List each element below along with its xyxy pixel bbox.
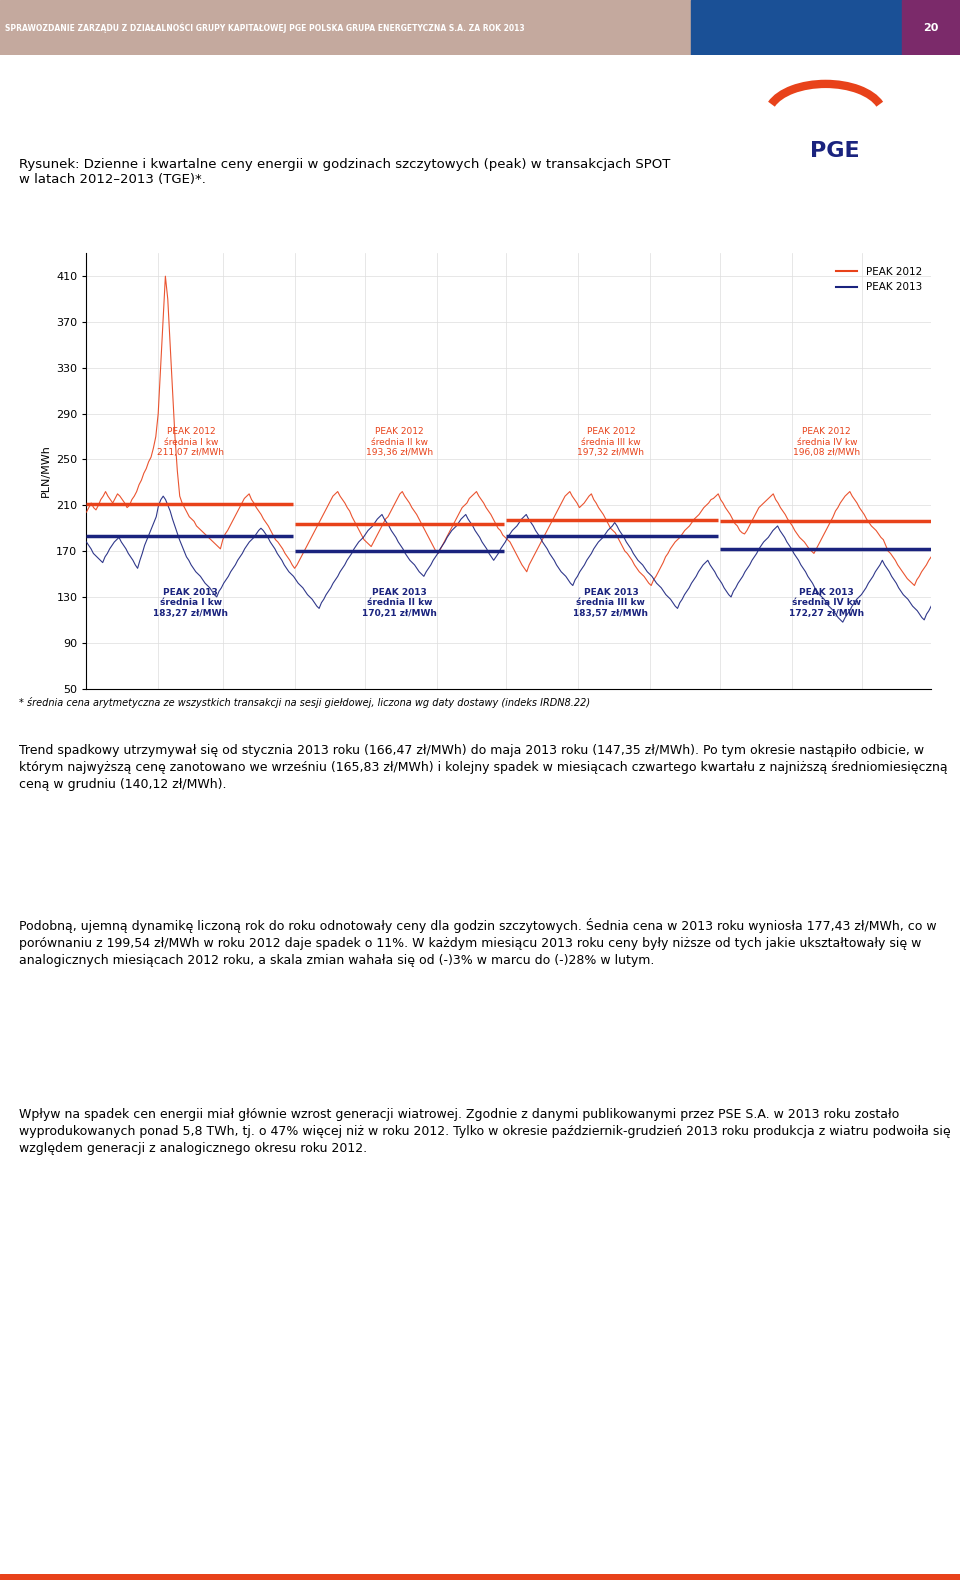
Text: PEAK 2013
średnia IV kw
172,27 zł/MWh: PEAK 2013 średnia IV kw 172,27 zł/MWh xyxy=(789,587,864,617)
Bar xyxy=(691,0,902,55)
Text: 20: 20 xyxy=(924,22,939,33)
Text: * średnia cena arytmetyczna ze wszystkich transakcji na sesji giełdowej, liczona: * średnia cena arytmetyczna ze wszystkic… xyxy=(19,697,590,708)
Y-axis label: PLN/MWh: PLN/MWh xyxy=(40,445,51,497)
Text: Trend spadkowy utrzymywał się od stycznia 2013 roku (166,47 zł/MWh) do maja 2013: Trend spadkowy utrzymywał się od styczni… xyxy=(19,744,948,792)
Text: PEAK 2013
średnia III kw
183,57 zł/MWh: PEAK 2013 średnia III kw 183,57 zł/MWh xyxy=(573,587,648,617)
Text: PGE: PGE xyxy=(810,141,860,161)
Text: PEAK 2012
średnia III kw
197,32 zł/MWh: PEAK 2012 średnia III kw 197,32 zł/MWh xyxy=(577,427,644,457)
Legend: PEAK 2012, PEAK 2013: PEAK 2012, PEAK 2013 xyxy=(832,263,926,296)
Text: Podobną, ujemną dynamikę liczoną rok do roku odnotowały ceny dla godzin szczytow: Podobną, ujemną dynamikę liczoną rok do … xyxy=(19,918,937,967)
Text: PEAK 2013
średnia II kw
170,21 zł/MWh: PEAK 2013 średnia II kw 170,21 zł/MWh xyxy=(362,587,437,617)
Text: Rysunek: Dzienne i kwartalne ceny energii w godzinach szczytowych (peak) w trans: Rysunek: Dzienne i kwartalne ceny energi… xyxy=(19,158,671,187)
Text: PEAK 2012
średnia I kw
211,07 zł/MWh: PEAK 2012 średnia I kw 211,07 zł/MWh xyxy=(157,427,225,457)
Bar xyxy=(902,0,960,55)
Text: PEAK 2012
średnia II kw
193,36 zł/MWh: PEAK 2012 średnia II kw 193,36 zł/MWh xyxy=(366,427,433,457)
Text: PEAK 2012
średnia IV kw
196,08 zł/MWh: PEAK 2012 średnia IV kw 196,08 zł/MWh xyxy=(793,427,860,457)
Bar xyxy=(0,0,691,55)
Text: SPRAWOZDANIE ZARZĄDU Z DZIAŁALNOŚCI GRUPY KAPITAŁOWEJ PGE POLSKA GRUPA ENERGETYC: SPRAWOZDANIE ZARZĄDU Z DZIAŁALNOŚCI GRUP… xyxy=(5,22,524,33)
Text: Wpływ na spadek cen energii miał głównie wzrost generacji wiatrowej. Zgodnie z d: Wpływ na spadek cen energii miał głównie… xyxy=(19,1108,950,1156)
Text: PEAK 2013
średnia I kw
183,27 zł/MWh: PEAK 2013 średnia I kw 183,27 zł/MWh xyxy=(154,587,228,617)
